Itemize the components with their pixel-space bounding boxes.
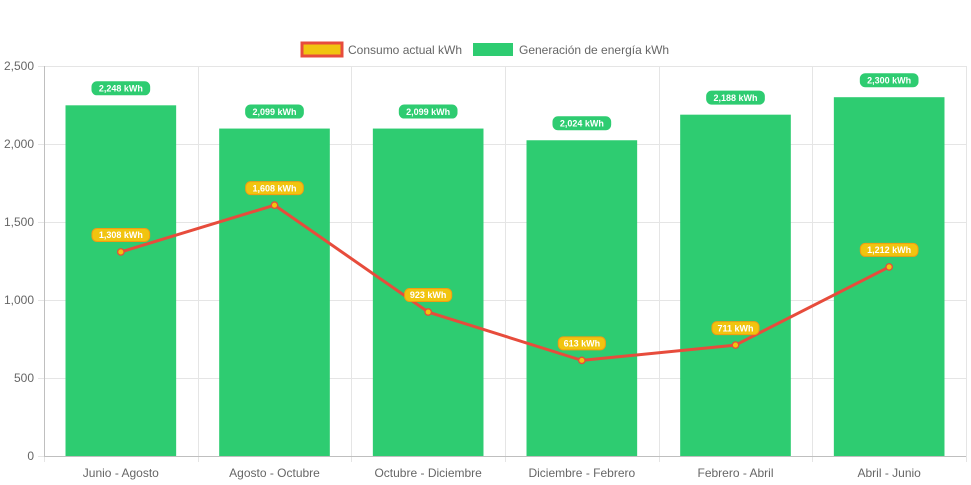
line-value-label-bg: [91, 227, 151, 242]
x-tick-label: Febrero - Abril: [697, 466, 773, 480]
bar-value-label: 2,248 kWh: [91, 81, 151, 96]
line-value-label-bg: [711, 321, 760, 336]
bar-value-label: 2,188 kWh: [706, 90, 765, 105]
line-value-label: 613 kWh: [557, 336, 606, 351]
bar-value-label-text: 2,248 kWh: [99, 84, 143, 94]
bar[interactable]: [65, 105, 177, 456]
legend-swatch-generacion[interactable]: [473, 43, 513, 56]
y-tick-label: 0: [27, 449, 34, 463]
line-point[interactable]: [731, 341, 740, 349]
y-tick-label: 2,500: [4, 59, 34, 73]
line-value-label-text: 923 kWh: [410, 290, 447, 300]
line-value-label-text: 1,212 kWh: [867, 245, 911, 255]
x-tick-label: Octubre - Diciembre: [374, 466, 482, 480]
line-series: [116, 201, 894, 365]
consumo-line: [120, 203, 890, 362]
bar[interactable]: [833, 97, 945, 456]
bar-value-label-bg: [859, 73, 919, 88]
axes: 0 500 1,000 1,500 2,000 2,500 Junio - Agosto Ag…: [4, 59, 966, 480]
line-point[interactable]: [270, 201, 279, 210]
bar-value-label-text: 2,099 kWh: [252, 107, 296, 117]
bars: [65, 97, 945, 457]
line-value-label-text: 711 kWh: [717, 323, 753, 333]
bar-value-label: 2,024 kWh: [552, 116, 612, 131]
bar-value-label-bg: [91, 81, 151, 96]
line-value-label-text: 1,308 kWh: [99, 230, 143, 240]
bar-value-label-text: 2,024 kWh: [560, 118, 604, 128]
line-point[interactable]: [885, 263, 894, 271]
bar-value-label-bg: [706, 90, 765, 105]
line-value-label-text: 613 kWh: [564, 339, 601, 349]
y-tick-label: 1,000: [4, 293, 34, 307]
line-value-label-text: 1,608 kWh: [252, 183, 296, 193]
line-value-label-bg: [245, 181, 304, 196]
y-tick-label: 500: [14, 371, 34, 385]
bar-value-label: 2,300 kWh: [859, 73, 919, 88]
bar-value-label-text: 2,188 kWh: [713, 93, 757, 103]
line-point[interactable]: [577, 356, 586, 365]
legend-label-generacion[interactable]: Generación de energía kWh: [519, 43, 669, 57]
bar-value-label-bg: [398, 104, 458, 119]
bar[interactable]: [526, 140, 638, 457]
bar-value-label-bg: [552, 116, 612, 131]
bar[interactable]: [680, 114, 791, 456]
x-tick-label: Agosto - Octubre: [229, 466, 320, 480]
x-tick-label: Junio - Agosto: [83, 466, 159, 480]
line-value-label: 1,308 kWh: [91, 227, 151, 242]
line-point[interactable]: [116, 248, 125, 256]
legend: Consumo actual kWh Generación de energía…: [300, 41, 669, 58]
bar-value-label: 2,099 kWh: [398, 104, 458, 119]
legend-label-consumo[interactable]: Consumo actual kWh: [348, 43, 462, 57]
line-point[interactable]: [424, 308, 433, 316]
x-tick-label: Diciembre - Febrero: [528, 466, 635, 480]
line-value-label-bg: [859, 242, 919, 257]
data-labels: 2,248 kWh 2,099 kWh 2,099 kWh 2,024 kWh 2,18…: [91, 73, 919, 351]
bar[interactable]: [219, 128, 330, 456]
line-value-label-bg: [557, 336, 606, 351]
line-value-label: 923 kWh: [404, 288, 453, 303]
bar-value-label-bg: [245, 104, 304, 119]
bar-value-label-text: 2,300 kWh: [867, 75, 911, 85]
line-value-label: 1,608 kWh: [245, 181, 304, 196]
y-tick-label: 2,000: [4, 137, 34, 151]
legend-swatch-consumo[interactable]: [300, 41, 344, 58]
line-value-label: 711 kWh: [711, 321, 760, 336]
x-tick-label: Abril - Junio: [857, 466, 921, 480]
grid: [38, 66, 967, 462]
bar-value-label: 2,099 kWh: [245, 104, 304, 119]
line-value-label-bg: [404, 288, 453, 303]
y-tick-label: 1,500: [4, 215, 34, 229]
line-value-label: 1,212 kWh: [859, 242, 919, 257]
bar-value-label-text: 2,099 kWh: [406, 107, 450, 117]
